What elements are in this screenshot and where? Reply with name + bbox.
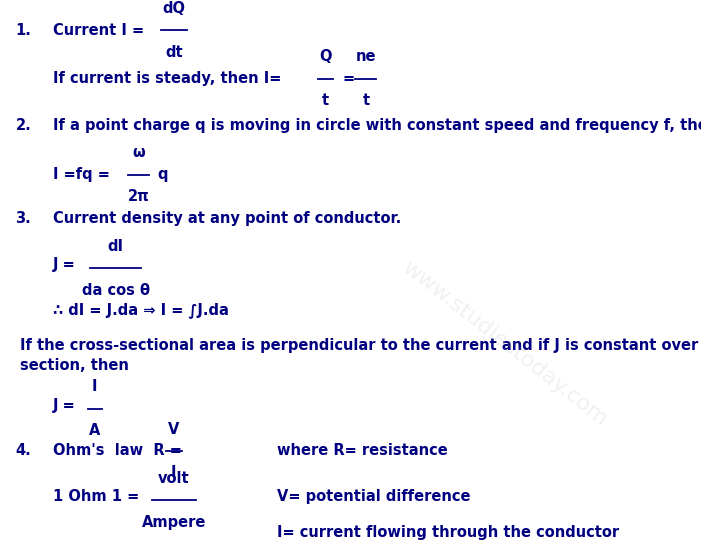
Text: dQ: dQ [163, 1, 185, 16]
Text: da cos θ: da cos θ [81, 283, 150, 297]
Text: I: I [92, 379, 97, 394]
Text: where R= resistance: where R= resistance [277, 443, 448, 459]
Text: t: t [322, 93, 329, 108]
Text: If a point charge q is moving in circle with constant speed and frequency f, the: If a point charge q is moving in circle … [53, 118, 701, 134]
Text: Current I =: Current I = [53, 23, 144, 38]
Text: A: A [89, 423, 100, 438]
Text: Ohm's  law  R =: Ohm's law R = [53, 443, 182, 459]
Text: If the cross-sectional area is perpendicular to the current and if J is constant: If the cross-sectional area is perpendic… [20, 338, 701, 353]
Text: www.studiestoday.com: www.studiestoday.com [398, 257, 611, 430]
Text: 1.: 1. [15, 23, 32, 38]
Text: 2.: 2. [15, 118, 31, 134]
Text: Ampere: Ampere [142, 515, 206, 530]
Text: 3.: 3. [15, 211, 31, 227]
Text: ∴ dI = J.da ⇒ I = ∫J.da: ∴ dI = J.da ⇒ I = ∫J.da [53, 302, 229, 318]
Text: dI: dI [108, 239, 123, 254]
Text: =: = [342, 71, 354, 86]
Text: 2π: 2π [128, 189, 150, 204]
Text: J =: J = [53, 257, 75, 273]
Text: Q: Q [319, 49, 332, 64]
Text: I= current flowing through the conductor: I= current flowing through the conductor [277, 525, 619, 541]
Text: 4.: 4. [15, 443, 31, 459]
Text: ω: ω [132, 145, 145, 160]
Text: Current density at any point of conductor.: Current density at any point of conducto… [53, 211, 401, 227]
Text: t: t [362, 93, 369, 108]
Text: section, then: section, then [20, 358, 128, 373]
Text: V= potential difference: V= potential difference [277, 489, 470, 505]
Text: I =fq =: I =fq = [53, 167, 109, 182]
Text: If current is steady, then I=: If current is steady, then I= [53, 71, 281, 86]
Text: J =: J = [53, 398, 75, 413]
Text: I: I [171, 465, 177, 480]
Text: volt: volt [158, 471, 190, 486]
Text: q: q [158, 167, 168, 182]
Text: V: V [168, 422, 179, 437]
Text: dt: dt [165, 45, 183, 60]
Text: 1 Ohm 1 =: 1 Ohm 1 = [53, 489, 139, 505]
Text: ne: ne [355, 49, 376, 64]
